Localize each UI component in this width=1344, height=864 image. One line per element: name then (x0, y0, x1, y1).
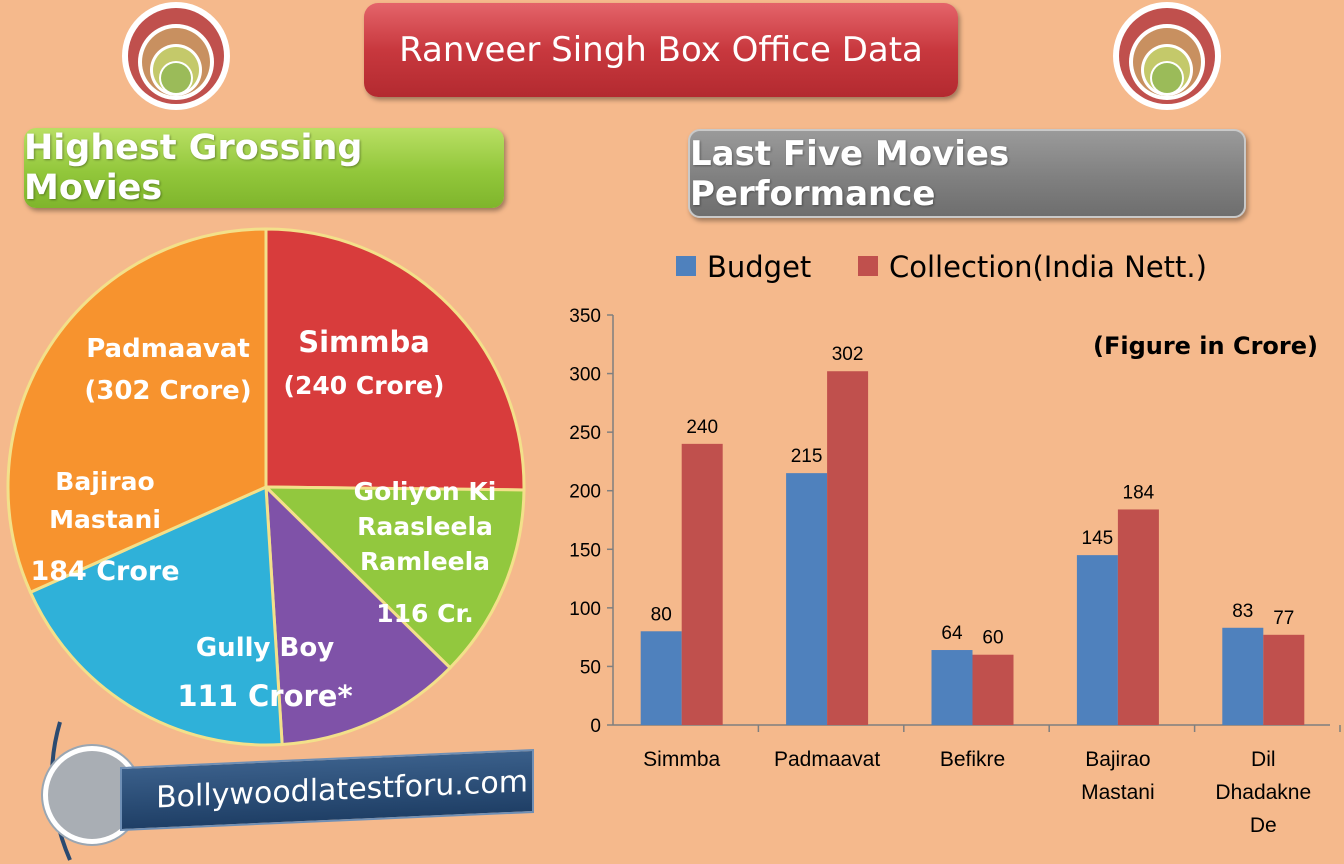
pie-slice-padmaavat (6, 227, 268, 595)
bar-heading: Last Five Movies Performance (688, 129, 1246, 218)
y-tick-label: 250 (569, 423, 601, 444)
bar-value-label: 215 (791, 446, 823, 467)
bar-value-label: 60 (982, 628, 1003, 649)
legend-label: Budget (707, 250, 811, 284)
legend-swatch (858, 256, 878, 276)
bar-budget-3 (1076, 555, 1118, 725)
bar-collection-india-nett-4 (1263, 634, 1305, 725)
website-badge-icon (41, 744, 143, 846)
legend-label: Collection(India Nett.) (889, 250, 1207, 284)
category-label: Dil Dhadakne De (1215, 748, 1311, 837)
y-tick-label: 200 (569, 482, 601, 503)
bar-collection-india-nett-3 (1117, 509, 1159, 725)
bar-budget-0 (640, 631, 682, 725)
bar-value-label: 145 (1082, 528, 1114, 549)
bar-collection-india-nett-1 (827, 371, 869, 725)
pie-slice-goliyon-ki-raasleela-ramleela (262, 485, 526, 670)
right-logo-icon (1113, 2, 1221, 110)
pie-label-bajirao-mastani: Bajirao Mastani 184 Crore (30, 467, 179, 587)
bar-collection-india-nett-0 (681, 443, 723, 725)
figure-note: (Figure in Crore) (1093, 332, 1318, 360)
category-label: Bajirao Mastani (1081, 748, 1155, 804)
pie-slice-gully-boy (264, 483, 453, 747)
bar-value-label: 302 (832, 344, 864, 365)
pie-label-goliyon-ki-raasleela-ramleela: Goliyon Ki Raasleela Ramleela 116 Cr. (354, 477, 497, 628)
bar-value-label: 83 (1232, 601, 1253, 622)
pie-label-simmba: Simmba (240 Crore) (284, 325, 445, 400)
bar-collection-india-nett-2 (972, 654, 1014, 725)
pie-slice-simmba (264, 227, 526, 492)
category-label: Befikre (940, 748, 1005, 771)
bar-budget-4 (1222, 627, 1264, 725)
y-tick-label: 0 (590, 716, 601, 737)
bar-budget-1 (786, 473, 828, 725)
bar-budget-2 (931, 650, 973, 725)
y-tick-label: 300 (569, 365, 601, 386)
left-logo-icon (122, 2, 230, 110)
y-tick-label: 350 (569, 306, 601, 327)
y-tick-label: 50 (580, 657, 601, 678)
category-label: Padmaavat (774, 748, 880, 771)
bar-value-label: 64 (941, 623, 963, 644)
pie-heading: Highest Grossing Movies (24, 128, 504, 208)
category-label: Simmba (643, 748, 720, 771)
pie-slice-bajirao-mastani (28, 484, 284, 747)
y-tick-label: 100 (569, 599, 601, 620)
pie-label-gully-boy: Gully Boy 111 Crore* (177, 633, 352, 713)
legend-swatch (676, 256, 696, 276)
bar-value-label: 184 (1123, 482, 1155, 503)
y-tick-label: 150 (569, 540, 601, 561)
bar-value-label: 240 (686, 417, 718, 438)
pie-label-padmaavat: Padmaavat (302 Crore) (84, 334, 251, 406)
bar-value-label: 80 (651, 604, 672, 625)
page-title: Ranveer Singh Box Office Data (364, 3, 958, 97)
bar-value-label: 77 (1273, 608, 1294, 629)
